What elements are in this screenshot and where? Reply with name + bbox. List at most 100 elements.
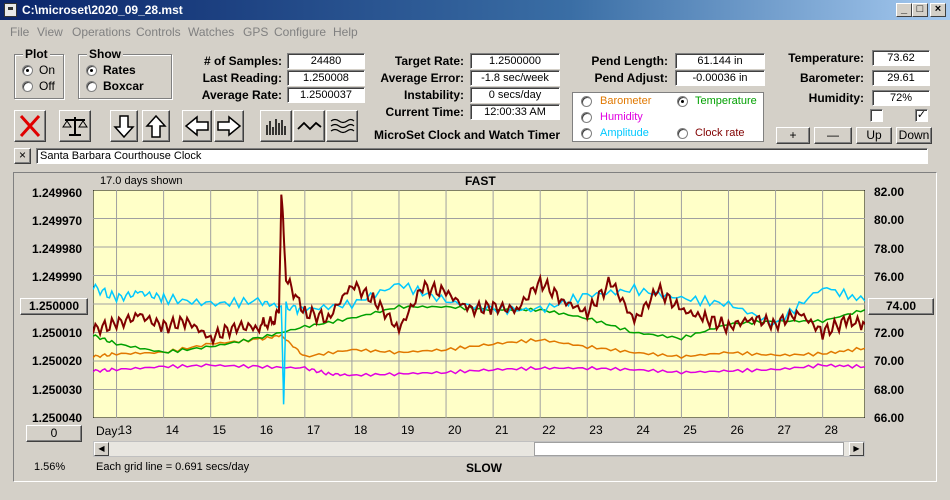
barometer-radio[interactable] (581, 96, 592, 107)
x-tick-16: 16 (259, 423, 274, 437)
show-rates-radio[interactable] (86, 65, 97, 76)
x-tick-26: 26 (730, 423, 744, 437)
x-tick-14: 14 (165, 423, 179, 437)
samples-field: 24480 (287, 53, 365, 69)
left-tick-5: 1.250010 (32, 326, 83, 340)
series-barometer (93, 333, 865, 359)
left-tick-1: 1.249970 (32, 214, 83, 228)
barometer-label: Barometer: (799, 71, 864, 85)
menu-configure[interactable]: Configure (274, 25, 327, 39)
samples-label: # of Samples: (203, 54, 282, 68)
left-checkbox[interactable] (870, 109, 883, 122)
pend-length-field[interactable]: 61.144 in (675, 53, 765, 69)
clock-rate-radio[interactable] (677, 128, 688, 139)
plot-on-radio[interactable] (22, 65, 33, 76)
instability-label: Instability: (403, 88, 464, 102)
line-plot-button[interactable] (293, 110, 325, 142)
temperature-radio[interactable] (677, 96, 688, 107)
humidity-radio[interactable] (581, 112, 592, 123)
right-checkbox[interactable]: ✓ (915, 109, 928, 122)
arrow-right-button[interactable] (214, 110, 244, 142)
scale-minus-button[interactable]: — (814, 127, 852, 144)
left-tick-6: 1.250020 (32, 354, 83, 368)
x-tick-25: 25 (683, 423, 697, 437)
left-tick-8: 1.250040 (32, 411, 83, 425)
menu-operations[interactable]: Operations (72, 25, 131, 39)
instability-field: 0 secs/day (470, 87, 560, 103)
scroll-thumb[interactable] (534, 442, 844, 456)
left-tick-3: 1.249990 (32, 270, 83, 284)
menu-watches[interactable]: Watches (188, 25, 235, 39)
scale-balance-icon (62, 117, 88, 136)
x-tick-13: 13 (118, 423, 132, 437)
clock-name-field[interactable]: Santa Barbara Courthouse Clock (36, 148, 928, 164)
multi-wave-button[interactable] (326, 110, 358, 142)
arrow-left-button[interactable] (182, 110, 212, 142)
show-group: Show (78, 47, 172, 99)
x-tick-20: 20 (448, 423, 462, 437)
target-rate-label: Target Rate: (394, 54, 464, 68)
arrow-right-icon (217, 115, 242, 137)
scale-down-button[interactable]: Down (896, 127, 932, 144)
plot-group: Plot (14, 47, 64, 99)
clear-clock-button[interactable]: × (14, 148, 31, 164)
current-time-field: 12:00:33 AM (470, 104, 560, 120)
x-tick-19: 19 (400, 423, 415, 437)
histogram-icon (266, 119, 286, 135)
arrow-down-button[interactable] (110, 110, 138, 142)
right-tick-8: 66.00 (874, 411, 905, 425)
clock-rate-option: Clock rate (695, 127, 745, 139)
histogram-button[interactable] (260, 110, 292, 142)
right-tick-2: 78.00 (874, 242, 905, 256)
humidity-field: 72% (872, 90, 930, 106)
app-icon (4, 3, 17, 17)
plot-off-radio[interactable] (22, 81, 33, 92)
menu-file[interactable]: File (10, 25, 30, 39)
right-tick-7: 68.00 (874, 383, 905, 397)
scroll-left-arrow[interactable]: ◀ (94, 442, 109, 456)
plot-on-label: On (39, 63, 56, 77)
arrow-up-button[interactable] (142, 110, 170, 142)
barometer-field: 29.61 (872, 70, 930, 86)
show-boxcar-label: Boxcar (103, 79, 144, 93)
scale-up-button[interactable]: Up (856, 127, 892, 144)
right-tick-5: 72.00 (874, 326, 905, 340)
menu-view[interactable]: View (37, 25, 63, 39)
last-reading-label: Last Reading: (202, 71, 282, 85)
right-tick-3: 76.00 (874, 270, 905, 284)
fast-label: FAST (465, 174, 496, 188)
percent-label: 1.56% (34, 461, 66, 473)
offset-button[interactable]: 0 (26, 425, 82, 442)
minimize-button[interactable]: _ (896, 3, 912, 17)
sensor-select-panel (572, 92, 764, 142)
line-wave-icon (297, 121, 322, 131)
show-group-title: Show (87, 47, 123, 61)
menu-help[interactable]: Help (333, 25, 358, 39)
menu-gps[interactable]: GPS (243, 25, 269, 39)
avg-error-label: Average Error: (380, 71, 464, 85)
center-rate-button[interactable]: 1.250000 (20, 298, 88, 315)
time-scrollbar[interactable]: ◀ ▶ (93, 441, 865, 457)
current-time-label: Current Time: (385, 105, 464, 119)
stop-button[interactable] (14, 110, 46, 142)
red-x-icon (19, 114, 41, 138)
right-tick-6: 70.00 (874, 354, 905, 368)
right-tick-0: 82.00 (874, 185, 905, 199)
menu-controls[interactable]: Controls (136, 25, 181, 39)
center-temp-button[interactable]: 74.00 (868, 298, 934, 315)
close-window-button[interactable]: × (930, 3, 946, 17)
pend-adjust-field: -0.00036 in (675, 70, 765, 86)
humidity-label: Humidity: (808, 91, 864, 105)
target-rate-field[interactable]: 1.2500000 (470, 53, 560, 69)
show-boxcar-radio[interactable] (86, 81, 97, 92)
rate-chart (93, 190, 865, 418)
maximize-button[interactable]: □ (912, 3, 928, 17)
x-tick-27: 27 (777, 423, 791, 437)
scroll-right-arrow[interactable]: ▶ (849, 442, 864, 456)
balance-button[interactable] (59, 110, 91, 142)
series-clock-rate (93, 194, 865, 347)
barometer-option: Barometer (600, 95, 652, 107)
amplitude-radio[interactable] (581, 128, 592, 139)
scale-plus-button[interactable]: + (776, 127, 810, 144)
days-shown-label: 17.0 days shown (100, 175, 183, 187)
